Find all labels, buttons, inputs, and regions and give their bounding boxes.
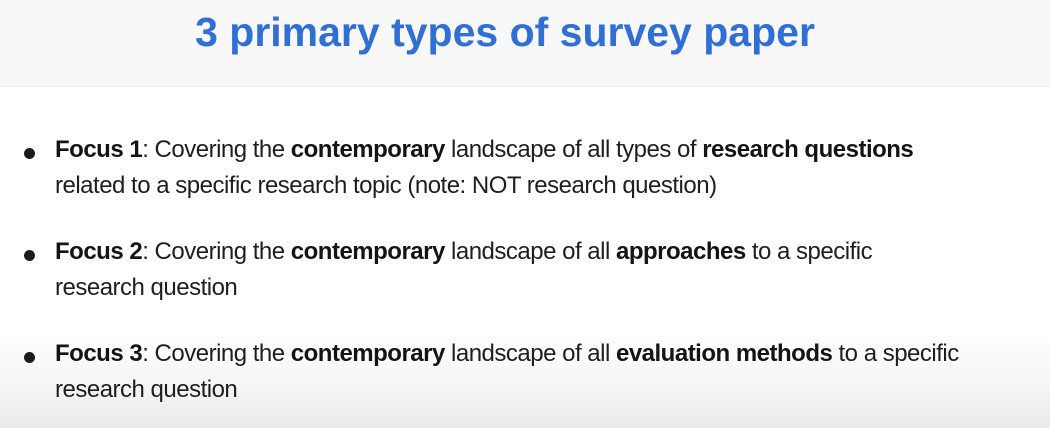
- bullet-line-1: Focus 3: Covering the contemporary lands…: [55, 340, 959, 367]
- emphasis: approaches: [615, 238, 746, 265]
- title-band: 3 primary types of survey paper: [0, 0, 1050, 87]
- emphasis: contemporary: [290, 238, 446, 265]
- bullet-line-2: research question: [55, 376, 238, 403]
- bullet-dot-icon: [24, 352, 35, 363]
- bullet-dot-icon: [24, 250, 35, 261]
- emphasis: research questions: [702, 136, 914, 163]
- bullet-text: Focus 1: Covering the contemporary lands…: [55, 132, 1040, 204]
- focus-label: Focus 3: [55, 340, 143, 367]
- bullet-line-2: related to a specific research topic (no…: [55, 172, 717, 199]
- emphasis: evaluation methods: [615, 340, 833, 367]
- focus-label: Focus 1: [55, 136, 143, 163]
- focus-label: Focus 2: [55, 238, 143, 265]
- bullet-line-1: Focus 2: Covering the contemporary lands…: [55, 238, 873, 265]
- bullet-line-1: Focus 1: Covering the contemporary lands…: [55, 136, 914, 163]
- bullet-text: Focus 3: Covering the contemporary lands…: [55, 336, 1040, 408]
- bullet-dot-icon: [24, 148, 35, 159]
- emphasis: contemporary: [290, 340, 446, 367]
- emphasis: contemporary: [290, 136, 446, 163]
- bullet-line-2: research question: [55, 274, 238, 301]
- bullet-text: Focus 2: Covering the contemporary lands…: [55, 234, 1040, 306]
- slide-title: 3 primary types of survey paper: [195, 9, 815, 55]
